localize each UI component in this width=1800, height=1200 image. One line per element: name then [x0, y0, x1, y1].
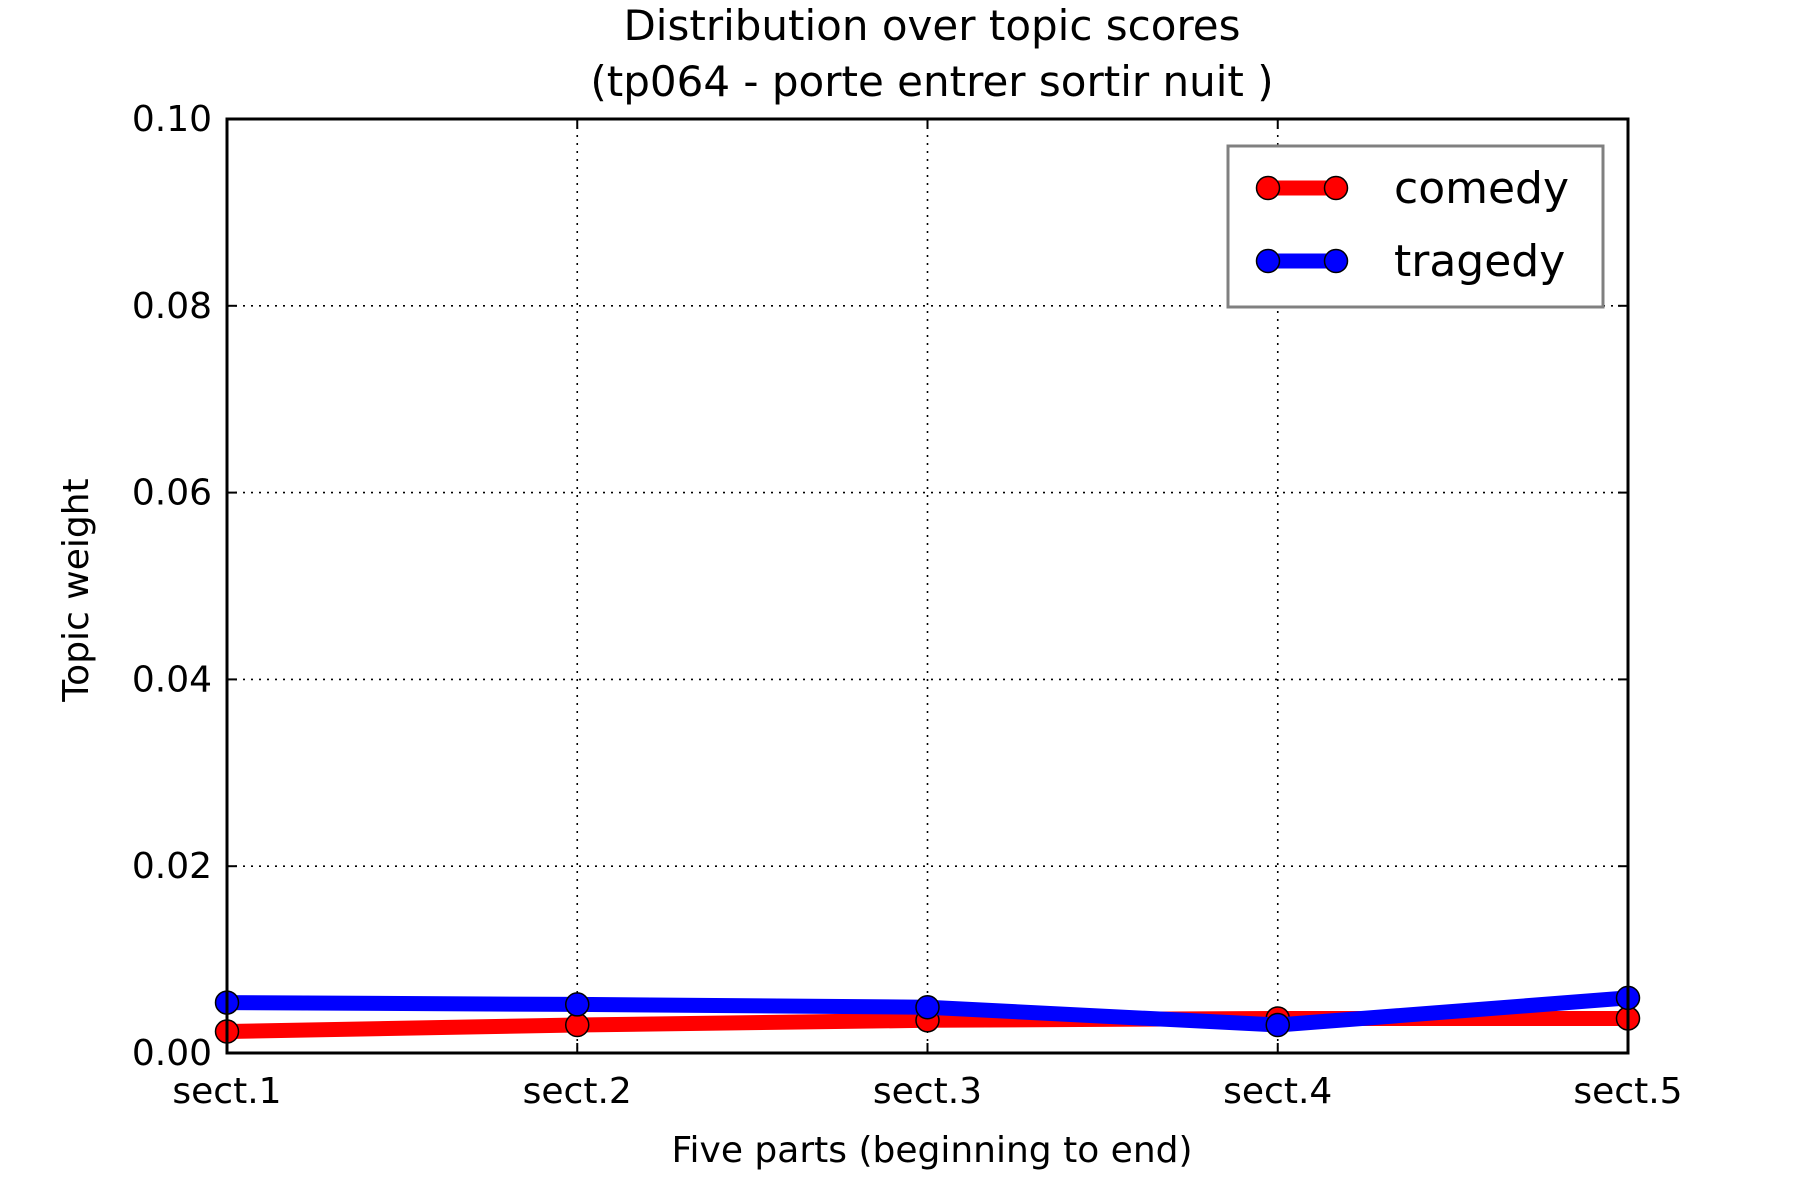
x-tick-label: sect.1: [172, 1071, 281, 1112]
x-tick-label: sect.4: [1223, 1071, 1332, 1112]
y-axis-label: Topic weight: [56, 478, 97, 702]
comedy-point: [565, 1012, 590, 1038]
legend-marker-comedy: [1255, 175, 1281, 201]
axis-ticks: sect.1 sect.2 sect.3 sect.4 sect.5 0.00 0.02 0.…: [132, 99, 1683, 1112]
y-tick-label: 0.00: [132, 1033, 212, 1074]
tragedy-point: [1265, 1012, 1290, 1038]
y-tick-label: 0.10: [132, 99, 212, 140]
tragedy-point: [565, 992, 590, 1017]
chart-title-line2: (tp064 - porte entrer sortir nuit ): [590, 57, 1273, 106]
legend-marker-tragedy: [1323, 248, 1349, 274]
tragedy-point: [915, 994, 940, 1020]
legend-marker-comedy: [1323, 175, 1349, 201]
grid-lines: [227, 119, 1628, 1053]
y-tick-label: 0.04: [132, 659, 212, 700]
series-layer: [214, 985, 1641, 1044]
y-tick-label: 0.06: [132, 473, 212, 514]
x-tick-label: sect.2: [523, 1071, 632, 1112]
x-axis-label: Five parts (beginning to end): [671, 1130, 1192, 1171]
y-tick-label: 0.08: [132, 286, 212, 327]
x-tick-label: sect.5: [1573, 1071, 1682, 1112]
x-tick-label: sect.3: [873, 1071, 982, 1112]
legend-box: [1226, 144, 1605, 309]
legend-label-comedy: comedy: [1394, 163, 1569, 214]
legend-label-tragedy: tragedy: [1394, 236, 1565, 287]
legend-marker-tragedy: [1255, 248, 1281, 274]
y-tick-label: 0.02: [132, 846, 212, 887]
legend: comedy tragedy: [1226, 144, 1605, 309]
chart-title-line1: Distribution over topic scores: [623, 1, 1240, 50]
